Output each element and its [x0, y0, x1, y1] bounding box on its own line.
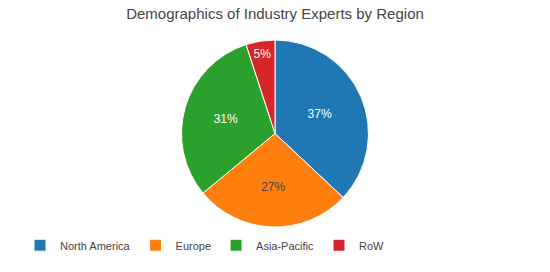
svg-text:27%: 27% — [261, 180, 285, 194]
svg-text:37%: 37% — [308, 107, 332, 121]
svg-text:RoW: RoW — [359, 240, 384, 252]
svg-text:31%: 31% — [214, 112, 238, 126]
svg-text:5%: 5% — [254, 47, 272, 61]
svg-text:Demographics of Industry Exper: Demographics of Industry Experts by Regi… — [126, 5, 424, 22]
svg-text:Europe: Europe — [176, 240, 211, 252]
svg-text:North America: North America — [60, 240, 131, 252]
svg-text:Asia-Pacific: Asia-Pacific — [256, 240, 314, 252]
